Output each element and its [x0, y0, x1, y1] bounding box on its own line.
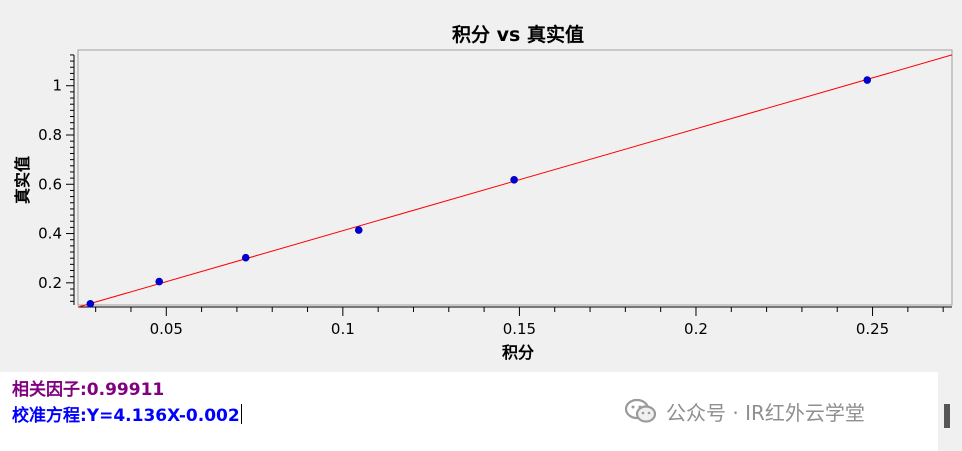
data-point — [86, 299, 95, 308]
equation-line: 校准方程:Y=4.136X-0.002 — [12, 401, 242, 426]
y-tick-label: 0.6 — [38, 175, 62, 193]
equation-text: 校准方程:Y=4.136X-0.002 — [12, 406, 240, 426]
y-axis-title: 真实值 — [13, 156, 32, 204]
x-tick-label: 0.25 — [856, 320, 889, 338]
watermark-text: 公众号 · IR红外云学堂 — [666, 400, 865, 425]
x-axis-ticks: 0.05 0.1 0.15 0.2 0.25 — [95, 307, 944, 338]
data-point — [155, 277, 164, 286]
results-panel[interactable]: 相关因子:0.99911 校准方程:Y=4.136X-0.002 — [0, 372, 938, 451]
data-point — [241, 253, 250, 262]
y-tick-label: 0.8 — [38, 126, 62, 144]
wechat-icon — [624, 398, 657, 423]
data-points — [86, 76, 872, 308]
x-tick-label: 0.15 — [503, 320, 536, 338]
y-tick-label: 0.4 — [38, 225, 62, 243]
y-axis-ticks: 0.2 0.4 0.6 0.8 1 — [38, 54, 74, 302]
y-tick-label: 0.2 — [38, 274, 62, 292]
data-point — [354, 226, 363, 234]
y-tick-label: 1 — [52, 77, 62, 95]
chart-title: 积分 vs 真实值 — [452, 23, 584, 46]
x-tick-label: 0.1 — [331, 320, 355, 338]
x-tick-label: 0.05 — [150, 320, 183, 338]
data-point — [510, 176, 518, 184]
x-axis-title: 积分 — [502, 343, 534, 362]
data-point — [863, 76, 872, 84]
watermark: 公众号 · IR红外云学堂 — [624, 396, 865, 426]
correlation-text: 相关因子:0.99911 — [12, 380, 165, 400]
text-cursor — [240, 404, 242, 424]
scrollbar-thumb[interactable] — [944, 404, 950, 428]
x-tick-label: 0.2 — [684, 320, 708, 338]
scatter-chart: 积分 vs 真实值 积分 真实值 0.05 0.1 0.15 0.2 0.25 0.20… — [13, 23, 953, 362]
